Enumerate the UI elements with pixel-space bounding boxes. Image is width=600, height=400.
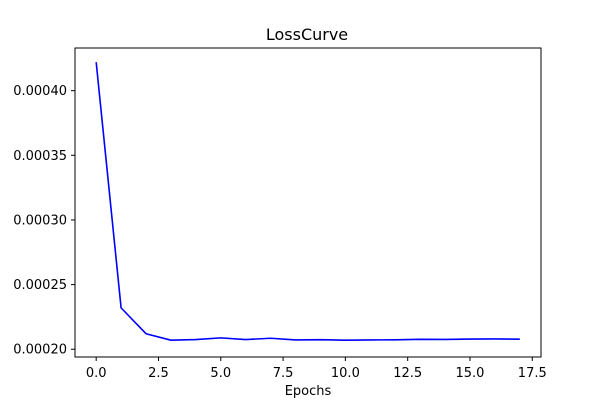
- y-tick-label: 0.00035: [13, 149, 67, 164]
- y-tick-label: 0.00020: [13, 343, 67, 358]
- y-tick-label: 0.00030: [13, 213, 67, 228]
- y-tick-label: 0.00040: [13, 84, 67, 99]
- x-tick-label: 5.0: [210, 366, 231, 381]
- chart-title: LossCurve: [266, 25, 348, 44]
- x-tick-label: 2.5: [148, 366, 169, 381]
- x-tick-label: 10.0: [331, 366, 360, 381]
- x-tick-label: 12.5: [393, 366, 422, 381]
- x-tick-label: 0.0: [86, 366, 107, 381]
- plot-frame: [74, 47, 542, 358]
- plot-area: [95, 62, 520, 341]
- loss-series-line: [95, 62, 520, 341]
- x-tick-label: 15.0: [456, 366, 485, 381]
- y-tick-label: 0.00025: [13, 278, 67, 293]
- x-axis: 0.0 2.5 5.0 7.5 10.0 12.5 15.0 17.5: [86, 357, 547, 381]
- x-axis-label: Epochs: [285, 384, 332, 399]
- x-tick-label: 17.5: [518, 366, 547, 381]
- y-axis: 0.00020 0.00025 0.00030 0.00035 0.00040: [13, 84, 75, 358]
- x-tick-label: 7.5: [273, 366, 294, 381]
